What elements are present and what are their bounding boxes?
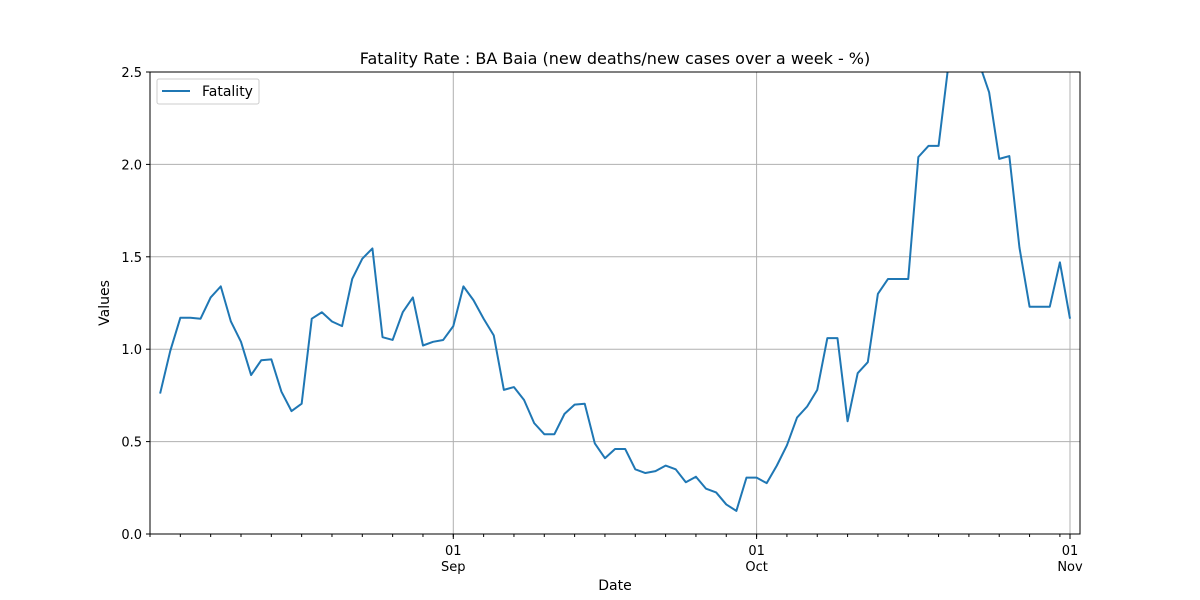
x-tick-month-label: Oct — [745, 560, 767, 575]
y-tick-label: 0.5 — [121, 436, 142, 451]
x-tick-month-label: Sep — [441, 560, 466, 575]
legend: Fatality — [156, 78, 260, 105]
y-tick-label: 1.5 — [121, 251, 142, 266]
legend-box — [156, 78, 260, 105]
x-tick-day-label: 01 — [1062, 544, 1079, 559]
x-axis-label: Date — [598, 578, 631, 594]
legend-label-fatality: Fatality — [202, 84, 253, 100]
y-axis-label: Values — [97, 280, 113, 326]
x-tick-month-label: Nov — [1057, 560, 1083, 575]
plot-area-frame — [149, 71, 1081, 535]
chart-title: Fatality Rate : BA Baia (new deaths/new … — [360, 49, 871, 68]
x-grid-lines — [452, 72, 1071, 534]
series-line-fatality — [159, 72, 1071, 512]
y-tick-label: 1.0 — [121, 343, 142, 358]
y-tick-label: 0.0 — [121, 528, 142, 543]
x-tick-day-label: 01 — [445, 544, 462, 559]
x-tick-day-label: 01 — [748, 544, 765, 559]
series-lines — [159, 72, 1071, 512]
y-tick-label: 2.5 — [121, 66, 142, 81]
y-tick-label: 2.0 — [121, 158, 142, 173]
y-axis: 0.0 0.5 1.0 1.5 2.0 2.5 — [121, 66, 150, 543]
